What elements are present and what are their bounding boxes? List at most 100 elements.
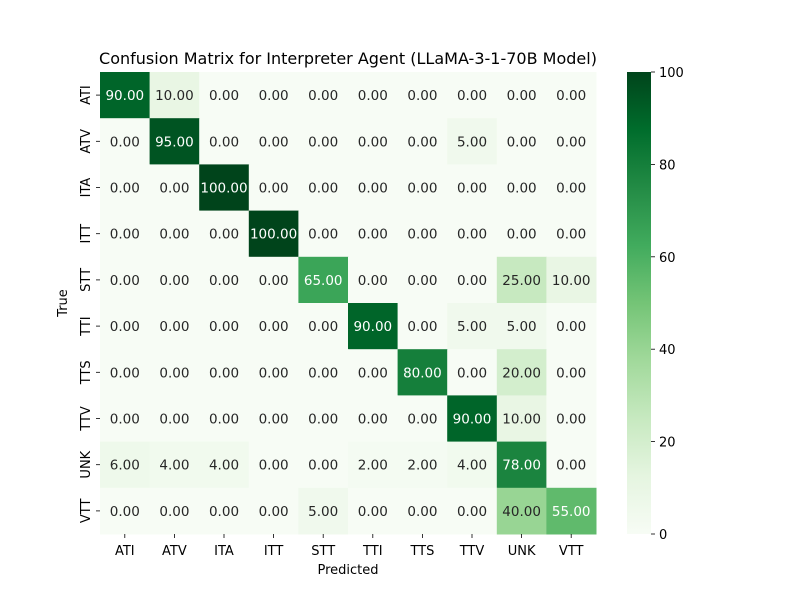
cell-value-label: 0.00 [259, 134, 289, 150]
colorbar-tick-label: 60 [659, 251, 676, 266]
cell-value-label: 0.00 [457, 273, 487, 289]
heatmap-cell [149, 349, 200, 396]
heatmap-cell [248, 72, 299, 119]
cell-value-label: 0.00 [407, 319, 437, 335]
cell-value-label: 90.00 [453, 412, 492, 428]
cell-value-label: 0.00 [159, 365, 189, 381]
cell-value-label: 0.00 [209, 227, 239, 243]
heatmap-cell [348, 118, 399, 165]
cell-value-label: 0.00 [556, 227, 586, 243]
heatmap-cell [149, 256, 200, 304]
heatmap-cell [546, 303, 597, 350]
heatmap-cell [199, 210, 250, 258]
cell-value-label: 0.00 [259, 319, 289, 335]
cell-value-label: 4.00 [457, 458, 487, 474]
cell-value-label: 5.00 [457, 134, 487, 150]
heatmap-cell [149, 303, 200, 350]
heatmap-cell [496, 72, 547, 119]
chart-title: Confusion Matrix for Interpreter Agent (… [99, 49, 597, 68]
heatmap-cell [348, 164, 399, 212]
cell-value-label: 0.00 [556, 319, 586, 335]
cell-value-label: 0.00 [358, 181, 388, 197]
cell-value-label: 4.00 [159, 458, 189, 474]
y-tick-label: TTI [79, 316, 94, 337]
cell-value-label: 0.00 [209, 273, 239, 289]
cell-value-label: 0.00 [110, 134, 140, 150]
heatmap-cell [100, 118, 151, 165]
colorbar-tick-label: 20 [659, 436, 676, 451]
heatmap-cell [199, 487, 250, 535]
heatmap-cell [348, 72, 399, 119]
cell-value-label: 0.00 [308, 412, 338, 428]
heatmap-cell [100, 441, 151, 489]
cell-value-label: 10.00 [502, 412, 541, 428]
cell-value-label: 100.00 [250, 227, 297, 243]
x-tick-label: STT [311, 544, 335, 559]
cell-value-label: 0.00 [209, 319, 239, 335]
x-tick-label: ATI [115, 544, 135, 559]
cell-value-label: 0.00 [159, 273, 189, 289]
heatmap-cell [298, 303, 349, 350]
heatmap-cell [100, 395, 151, 443]
heatmap-cell [447, 256, 498, 304]
heatmap-cell [397, 487, 448, 535]
cell-value-label: 0.00 [209, 134, 239, 150]
heatmap-cell [248, 118, 299, 165]
heatmap-cell [348, 395, 399, 443]
heatmap-cell [447, 395, 498, 443]
cell-value-label: 0.00 [209, 365, 239, 381]
heatmap-cell [298, 164, 349, 212]
cell-value-label: 0.00 [159, 412, 189, 428]
cell-value-label: 0.00 [556, 458, 586, 474]
heatmap-cell [199, 256, 250, 304]
cell-value-label: 0.00 [457, 181, 487, 197]
cell-value-label: 0.00 [110, 227, 140, 243]
cell-value-label: 80.00 [403, 365, 442, 381]
heatmap-cell [397, 210, 448, 258]
heatmap-cell [546, 210, 597, 258]
cell-value-label: 0.00 [407, 181, 437, 197]
cell-value-label: 95.00 [155, 134, 194, 150]
heatmap-cell [100, 210, 151, 258]
heatmap-cell [100, 303, 151, 350]
heatmap-cell [248, 164, 299, 212]
heatmap-cell [546, 256, 597, 304]
heatmap-cell [149, 72, 200, 119]
heatmap-cell [149, 395, 200, 443]
x-tick-label: TTS [409, 544, 434, 559]
cell-value-label: 0.00 [358, 227, 388, 243]
y-tick-label: UNK [79, 450, 94, 478]
colorbar-gradient [627, 72, 651, 534]
colorbar-tick-label: 0 [659, 528, 667, 543]
heatmap-cell [298, 349, 349, 396]
heatmap-cell [397, 395, 448, 443]
x-tick-label: ATV [162, 544, 187, 559]
heatmap-cell [546, 441, 597, 489]
heatmap-cell [496, 256, 547, 304]
heatmap-cell [298, 441, 349, 489]
heatmap-cell [348, 487, 399, 535]
cell-value-label: 0.00 [259, 412, 289, 428]
heatmap-cell [199, 395, 250, 443]
cell-value-label: 0.00 [110, 319, 140, 335]
cell-value-label: 5.00 [507, 319, 537, 335]
cell-value-label: 5.00 [308, 504, 338, 520]
cell-value-label: 0.00 [308, 134, 338, 150]
heatmap-cell [199, 349, 250, 396]
heatmap-cell [199, 72, 250, 119]
heatmap-cell [496, 118, 547, 165]
heatmap-cell [298, 210, 349, 258]
cell-value-label: 0.00 [358, 504, 388, 520]
cell-value-label: 0.00 [358, 88, 388, 104]
heatmap-cell [149, 210, 200, 258]
cell-value-label: 0.00 [308, 88, 338, 104]
cell-value-label: 0.00 [259, 504, 289, 520]
heatmap-cell [199, 303, 250, 350]
cell-value-label: 78.00 [502, 458, 541, 474]
cell-value-label: 0.00 [507, 88, 537, 104]
x-tick-label: TTV [459, 544, 485, 559]
cell-value-label: 20.00 [502, 365, 541, 381]
cell-value-label: 0.00 [556, 134, 586, 150]
heatmap-cell [546, 118, 597, 165]
cell-value-label: 0.00 [259, 88, 289, 104]
